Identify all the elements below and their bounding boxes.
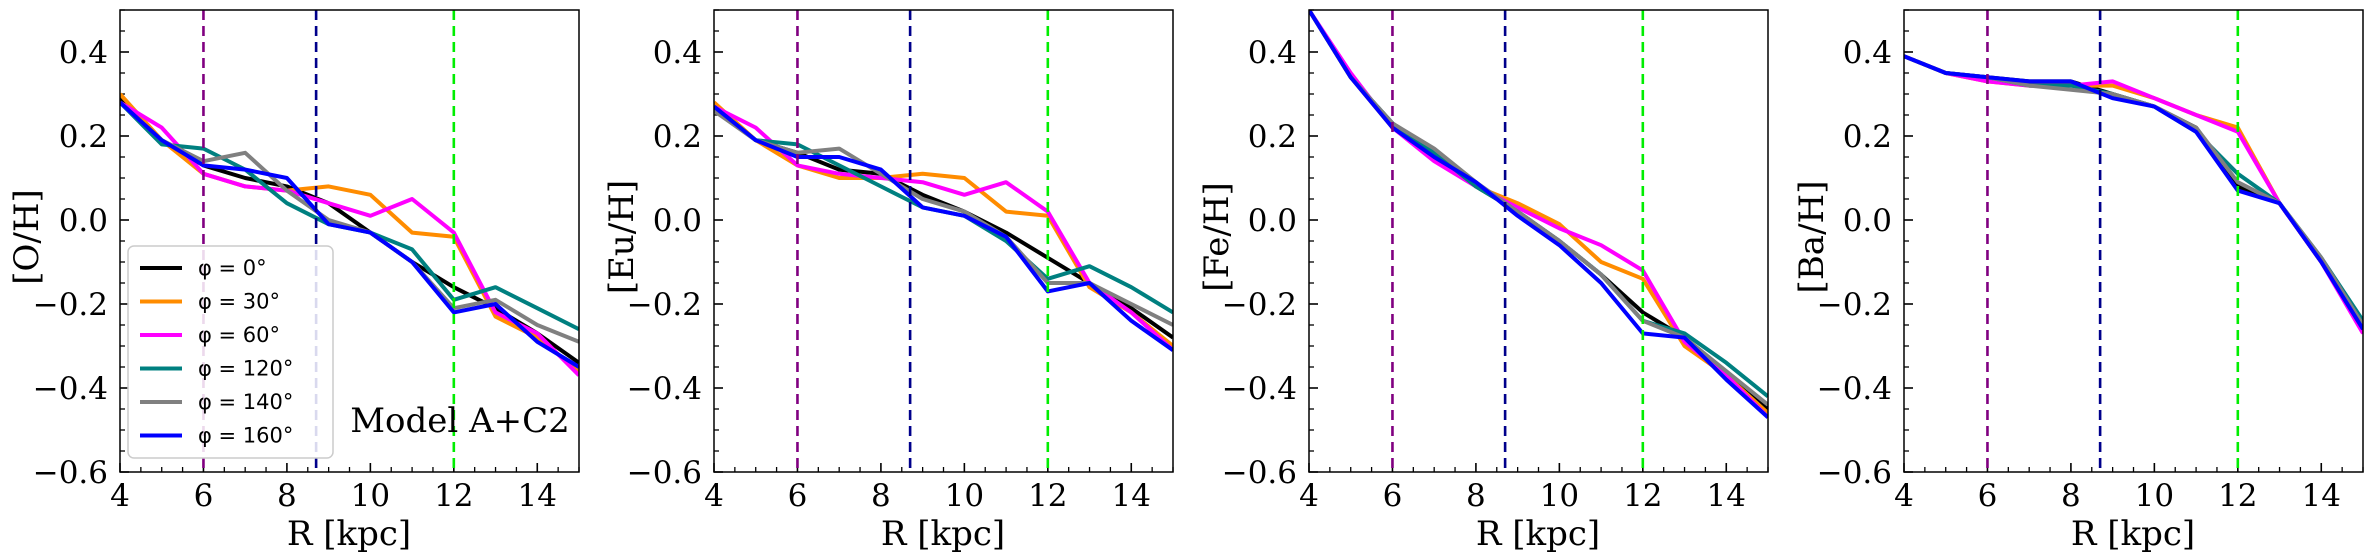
x-tick-label: 14 (1707, 478, 1746, 514)
x-tick-label: 8 (871, 478, 891, 514)
x-tick-label: 14 (1112, 478, 1151, 514)
panel-feh-series (1309, 10, 1768, 419)
x-tick-label: 12 (1623, 478, 1662, 514)
x-tick-label: 6 (194, 478, 214, 514)
series-line-5 (120, 100, 579, 369)
y-tick-label: 0.4 (1843, 35, 1892, 71)
x-tick-label: 6 (1383, 478, 1403, 514)
panel-oh-xlabel: R [kpc] (287, 514, 411, 554)
panel-oh-frame (119, 9, 580, 473)
x-tick-label: 14 (2302, 478, 2341, 514)
legend-label-2: φ = 60° (198, 323, 280, 347)
legend-label-1: φ = 30° (198, 290, 280, 314)
x-tick-label: 8 (277, 478, 297, 514)
series-line-4 (120, 100, 579, 344)
x-tick-label: 4 (1299, 478, 1319, 514)
y-tick-label: 0.2 (1843, 119, 1892, 155)
series-line-1 (1904, 54, 2363, 331)
series-line-4 (714, 109, 1173, 327)
x-tick-label: 6 (1978, 478, 1998, 514)
x-tick-label: 4 (1894, 478, 1914, 514)
y-tick-label: −0.6 (1817, 455, 1892, 491)
x-tick-label: 12 (434, 478, 473, 514)
y-tick-label: 0.4 (1248, 35, 1297, 71)
x-tick-label: 10 (945, 478, 984, 514)
y-tick-label: −0.4 (1222, 371, 1297, 407)
panel-feh-xlabel: R [kpc] (1476, 514, 1600, 554)
x-tick-label: 10 (1540, 478, 1579, 514)
panel-bah-xlabel: R [kpc] (2071, 514, 2195, 554)
panel-euh-xlabel: R [kpc] (881, 514, 1005, 554)
series-line-3 (714, 105, 1173, 315)
panel-bah-series (1904, 54, 2363, 335)
x-tick-label: 6 (788, 478, 808, 514)
x-tick-label: 10 (2135, 478, 2174, 514)
x-tick-label: 4 (110, 478, 130, 514)
y-tick-label: −0.6 (627, 455, 702, 491)
legend-label-3: φ = 120° (198, 357, 293, 381)
panel-bah: [Ba/H] R [kpc] 4 6 8 10 12 14 0.4 0.2 0.0 −0.2 −0.… (1792, 9, 2364, 554)
series-line-5 (714, 105, 1173, 352)
x-tick-label: 8 (1466, 478, 1486, 514)
y-tick-label: −0.6 (1222, 455, 1297, 491)
series-line-2 (1904, 54, 2363, 335)
series-line-4 (1904, 54, 2363, 327)
y-tick-label: 0.4 (59, 35, 108, 71)
x-tick-label: 8 (2061, 478, 2081, 514)
panel-bah-ylabel: [Ba/H] (1792, 181, 1832, 294)
series-line-1 (714, 100, 1173, 348)
legend-label-5: φ = 160° (198, 424, 293, 448)
y-tick-label: −0.2 (33, 287, 108, 323)
panel-euh-frame (713, 9, 1174, 473)
series-line-2 (120, 100, 579, 377)
panel-feh-ylabel: [Fe/H] (1197, 182, 1237, 292)
y-tick-label: 0.4 (653, 35, 702, 71)
legend-label-4: φ = 140° (198, 390, 293, 414)
y-tick-label: 0.0 (1248, 203, 1297, 239)
panel-euh-ylabel: [Eu/H] (602, 180, 642, 294)
panel-oh: [O/H] R [kpc] 4 6 8 10 12 14 0.4 0.2 0.0 −0.2 −0.4… (7, 9, 580, 554)
panel-oh-series (120, 92, 579, 377)
x-tick-label: 12 (1028, 478, 1067, 514)
y-tick-label: −0.2 (1817, 287, 1892, 323)
x-tick-label: 10 (351, 478, 390, 514)
y-tick-label: 0.2 (653, 119, 702, 155)
y-tick-label: 0.0 (1843, 203, 1892, 239)
y-tick-label: −0.4 (627, 371, 702, 407)
y-tick-label: −0.6 (33, 455, 108, 491)
legend: φ = 0° φ = 30° φ = 60° φ = 120° φ = 140° φ = … (127, 245, 334, 459)
legend-label-0: φ = 0° (198, 256, 267, 280)
x-tick-label: 12 (2218, 478, 2257, 514)
y-tick-label: −0.2 (627, 287, 702, 323)
x-tick-label: 14 (518, 478, 557, 514)
panel-bah-frame (1903, 9, 2364, 473)
panel-feh-frame (1308, 9, 1769, 473)
model-annotation: Model A+C2 (350, 401, 570, 441)
y-tick-label: 0.2 (1248, 119, 1297, 155)
panel-feh: [Fe/H] R [kpc] 4 6 8 10 12 14 0.4 0.2 0.0 −0.2 −0.… (1197, 9, 1769, 554)
panel-euh: [Eu/H] R [kpc] 4 6 8 10 12 14 0.4 0.2 0.0 −0.2 −0.… (602, 9, 1174, 554)
panel-euh-series (714, 100, 1173, 352)
series-line-0 (1904, 54, 2363, 331)
panel-oh-ylabel: [O/H] (7, 189, 47, 285)
y-tick-label: 0.0 (59, 203, 108, 239)
y-tick-label: −0.2 (1222, 287, 1297, 323)
legend-box (127, 245, 334, 459)
series-line-3 (1904, 54, 2363, 322)
x-tick-label: 4 (704, 478, 724, 514)
y-tick-label: −0.4 (1817, 371, 1892, 407)
series-line-3 (1309, 10, 1768, 398)
y-tick-label: 0.2 (59, 119, 108, 155)
series-line-5 (1309, 10, 1768, 419)
y-tick-label: 0.0 (653, 203, 702, 239)
series-line-5 (1904, 54, 2363, 331)
y-tick-label: −0.4 (33, 371, 108, 407)
